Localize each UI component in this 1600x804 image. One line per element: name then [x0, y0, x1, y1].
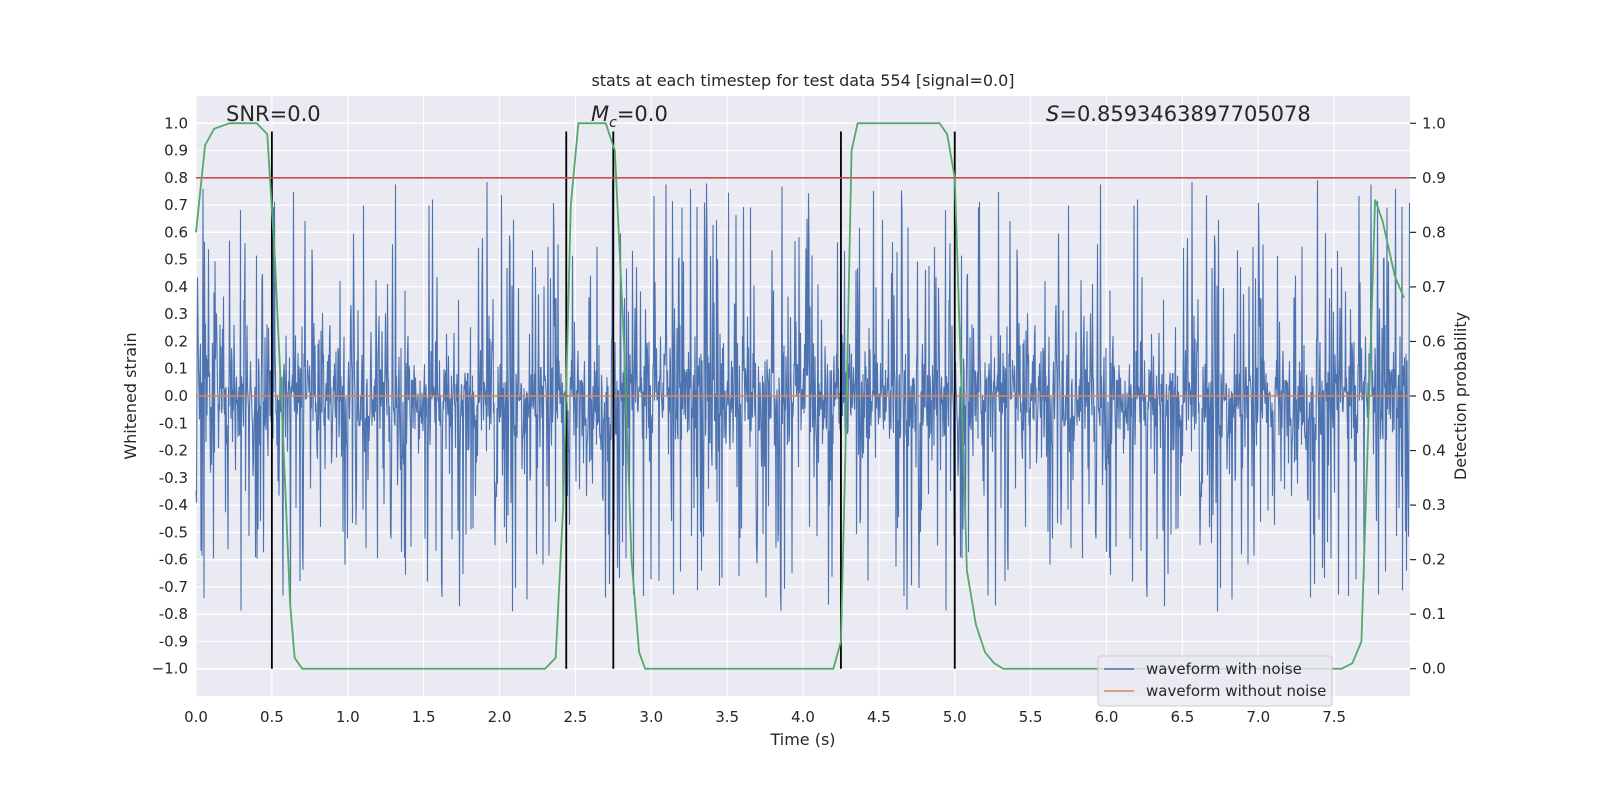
chirp-mass-annotation: Mc=0.0: [591, 102, 668, 131]
x-tick-label: 3.5: [715, 708, 739, 726]
x-tick-label: 1.5: [412, 708, 436, 726]
y-tick-label: -0.1: [159, 414, 188, 432]
y-tick-label: -0.9: [159, 632, 188, 650]
y2-tick-label: 0.4: [1422, 442, 1446, 460]
y-tick-label: 0.1: [164, 360, 188, 378]
series-layer: [195, 122, 1411, 670]
legend-box: [1097, 655, 1333, 707]
score-value: =0.8593463897705078: [1059, 102, 1310, 126]
legend-label-noise: waveform with noise: [1146, 660, 1302, 678]
y-tick-label: 0.2: [164, 332, 188, 350]
y2-tick-label: 0.6: [1422, 332, 1446, 350]
y-tick-label: 0.8: [164, 169, 188, 187]
y-tick-label: 0.5: [164, 251, 188, 269]
y2-tick-label: 0.9: [1422, 169, 1446, 187]
y2-tick-label: 0.3: [1422, 496, 1446, 514]
x-tick-label: 1.0: [336, 708, 360, 726]
noisy-waveform-line: [195, 180, 1411, 612]
score-annotation: S=0.8593463897705078: [1046, 102, 1311, 126]
y-tick-label: -0.3: [159, 469, 188, 487]
legend: waveform with noise waveform without noi…: [1097, 655, 1333, 707]
x-tick-label: 2.0: [488, 708, 512, 726]
x-tick-label: 5.5: [1019, 708, 1043, 726]
x-tick-label: 6.0: [1095, 708, 1119, 726]
y-tick-label: -0.8: [159, 605, 188, 623]
x-tick-label: 7.0: [1246, 708, 1270, 726]
legend-label-clean: waveform without noise: [1146, 682, 1326, 700]
y-tick-label: -0.4: [159, 496, 188, 514]
y-tick-label: 0.0: [164, 387, 188, 405]
chart-title: stats at each timestep for test data 554…: [591, 71, 1014, 90]
y2-axis-label: Detection probability: [1451, 312, 1470, 480]
ticks-layer: 0.0 0.5 1.0 1.5 2.0 2.5 3.0 3.5 4.0 4.5 5.0 5.5 6.0 6…: [152, 114, 1446, 726]
y-tick-label: -0.7: [159, 578, 188, 596]
chirp-mass-subscript: c: [609, 115, 617, 131]
y-tick-label: 0.3: [164, 305, 188, 323]
x-axis-label: Time (s): [769, 730, 835, 749]
x-tick-label: 4.5: [867, 708, 891, 726]
y-tick-label: 1.0: [164, 114, 188, 132]
detection-probability-line: [195, 122, 1405, 670]
x-tick-label: 0.5: [260, 708, 284, 726]
snr-annotation: SNR=0.0: [226, 102, 321, 126]
y-tick-label: 0.6: [164, 223, 188, 241]
y-tick-label: -0.5: [159, 523, 188, 541]
y2-tick-label: 0.1: [1422, 605, 1446, 623]
y-tick-label: 0.4: [164, 278, 188, 296]
x-tick-label: 6.5: [1170, 708, 1194, 726]
y-tick-label: -0.2: [159, 442, 188, 460]
score-symbol: S: [1046, 102, 1059, 126]
y-tick-label: 0.7: [164, 196, 188, 214]
y2-tick-label: 0.0: [1422, 660, 1446, 678]
chirp-mass-symbol: M: [591, 102, 609, 126]
x-tick-label: 7.5: [1322, 708, 1346, 726]
x-tick-label: 2.5: [563, 708, 587, 726]
y-tick-label: −1.0: [152, 660, 188, 678]
x-tick-label: 3.0: [639, 708, 663, 726]
y2-tick-label: 0.8: [1422, 223, 1446, 241]
y2-tick-label: 0.7: [1422, 278, 1446, 296]
x-tick-label: 4.0: [791, 708, 815, 726]
y-axis-label: Whitened strain: [121, 332, 140, 459]
x-tick-label: 5.0: [943, 708, 967, 726]
y2-tick-label: 0.2: [1422, 551, 1446, 569]
y2-tick-label: 1.0: [1422, 114, 1446, 132]
y-tick-label: 0.9: [164, 142, 188, 160]
y2-tick-label: 0.5: [1422, 387, 1446, 405]
x-tick-label: 0.0: [184, 708, 208, 726]
chirp-mass-value: =0.0: [617, 102, 668, 126]
y-tick-label: -0.6: [159, 551, 188, 569]
